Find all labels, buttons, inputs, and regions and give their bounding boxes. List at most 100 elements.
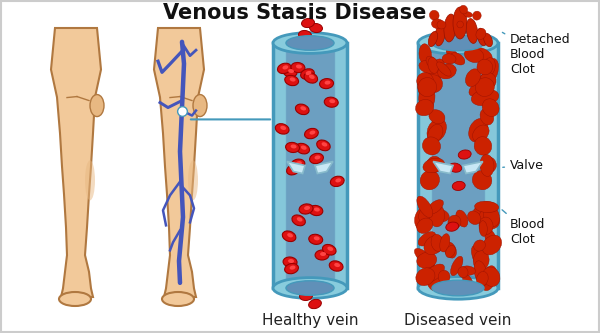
Ellipse shape: [322, 142, 328, 147]
Ellipse shape: [325, 81, 331, 85]
Ellipse shape: [419, 206, 434, 226]
Ellipse shape: [416, 268, 435, 286]
Ellipse shape: [464, 12, 472, 17]
Ellipse shape: [449, 163, 461, 172]
Ellipse shape: [304, 206, 310, 210]
Ellipse shape: [419, 84, 435, 111]
Ellipse shape: [286, 143, 299, 153]
Ellipse shape: [301, 146, 307, 150]
Ellipse shape: [429, 110, 445, 124]
Ellipse shape: [466, 19, 478, 43]
Ellipse shape: [301, 106, 306, 111]
Text: Healthy vein: Healthy vein: [262, 313, 358, 328]
Ellipse shape: [419, 61, 437, 74]
Ellipse shape: [315, 250, 329, 260]
Ellipse shape: [438, 270, 450, 283]
Ellipse shape: [416, 218, 433, 233]
Ellipse shape: [482, 99, 499, 117]
Ellipse shape: [420, 170, 439, 190]
Ellipse shape: [472, 246, 485, 269]
Ellipse shape: [479, 217, 493, 234]
Bar: [273, 43, 347, 288]
Ellipse shape: [473, 250, 489, 270]
Ellipse shape: [484, 33, 493, 47]
Ellipse shape: [299, 204, 313, 214]
Ellipse shape: [418, 78, 437, 97]
Ellipse shape: [475, 78, 494, 97]
Ellipse shape: [479, 221, 487, 236]
Ellipse shape: [453, 7, 467, 39]
Ellipse shape: [452, 181, 465, 190]
Polygon shape: [154, 28, 204, 297]
Ellipse shape: [334, 263, 340, 267]
Ellipse shape: [296, 65, 302, 69]
Ellipse shape: [425, 265, 440, 291]
Ellipse shape: [479, 73, 496, 89]
Ellipse shape: [299, 30, 311, 40]
Polygon shape: [51, 28, 101, 297]
Ellipse shape: [309, 75, 315, 79]
Ellipse shape: [90, 95, 104, 117]
Ellipse shape: [460, 5, 467, 14]
Ellipse shape: [331, 176, 344, 186]
Ellipse shape: [423, 158, 445, 173]
Ellipse shape: [297, 217, 302, 221]
Ellipse shape: [304, 73, 317, 83]
Ellipse shape: [415, 206, 434, 231]
Ellipse shape: [193, 95, 207, 117]
Ellipse shape: [473, 207, 496, 223]
Ellipse shape: [283, 257, 297, 267]
Ellipse shape: [477, 59, 493, 75]
Ellipse shape: [431, 19, 443, 29]
Ellipse shape: [485, 229, 497, 248]
Ellipse shape: [469, 119, 488, 142]
Ellipse shape: [427, 59, 445, 85]
Ellipse shape: [295, 104, 309, 115]
Ellipse shape: [283, 65, 289, 70]
Ellipse shape: [296, 161, 302, 165]
Ellipse shape: [290, 265, 295, 270]
Ellipse shape: [428, 57, 439, 73]
Ellipse shape: [280, 126, 286, 130]
Ellipse shape: [162, 292, 194, 306]
Ellipse shape: [428, 124, 443, 143]
Ellipse shape: [299, 291, 313, 300]
Ellipse shape: [291, 63, 305, 73]
Ellipse shape: [456, 210, 468, 227]
Ellipse shape: [59, 292, 91, 306]
Ellipse shape: [482, 58, 495, 76]
Ellipse shape: [458, 150, 471, 159]
Ellipse shape: [442, 54, 456, 64]
Ellipse shape: [301, 69, 314, 79]
Ellipse shape: [305, 129, 319, 139]
Ellipse shape: [440, 234, 450, 252]
Ellipse shape: [448, 215, 461, 229]
Ellipse shape: [446, 222, 458, 231]
Ellipse shape: [426, 208, 449, 222]
Ellipse shape: [275, 124, 289, 134]
Text: Diseased vein: Diseased vein: [404, 313, 512, 328]
Ellipse shape: [476, 75, 494, 93]
Ellipse shape: [426, 56, 437, 69]
Ellipse shape: [418, 232, 436, 246]
Ellipse shape: [472, 47, 492, 62]
Ellipse shape: [188, 161, 198, 200]
Ellipse shape: [314, 207, 320, 211]
Ellipse shape: [481, 157, 496, 172]
Ellipse shape: [292, 166, 297, 171]
Ellipse shape: [437, 21, 446, 29]
Ellipse shape: [476, 28, 486, 40]
Ellipse shape: [309, 234, 323, 244]
Bar: [418, 43, 498, 288]
Ellipse shape: [473, 125, 489, 142]
Ellipse shape: [286, 281, 334, 295]
Ellipse shape: [290, 145, 296, 149]
Ellipse shape: [463, 274, 473, 289]
Ellipse shape: [446, 48, 458, 60]
Text: Detached
Blood
Clot: Detached Blood Clot: [502, 32, 571, 76]
Ellipse shape: [472, 170, 492, 190]
Ellipse shape: [437, 62, 451, 76]
Ellipse shape: [417, 73, 433, 89]
Ellipse shape: [482, 58, 499, 85]
Ellipse shape: [417, 252, 437, 268]
